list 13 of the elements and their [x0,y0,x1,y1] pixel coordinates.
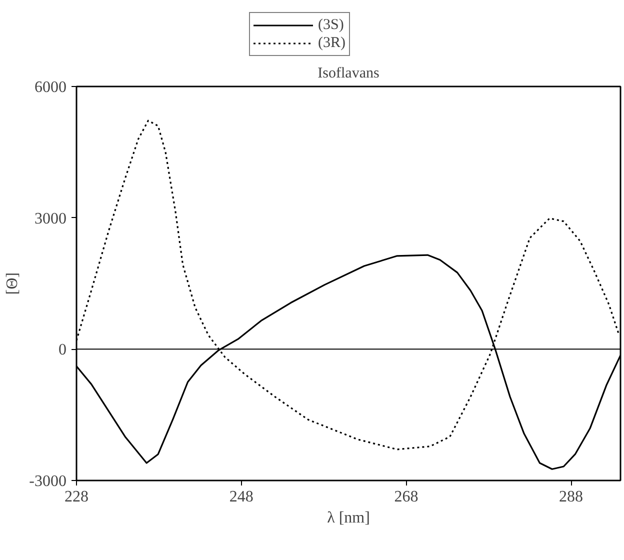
y-tick-label: 0 [58,342,66,359]
x-tick-label: 288 [559,488,584,506]
y-tick-label: 6000 [34,79,66,96]
x-tick-label: 268 [394,488,418,506]
x-axis-title: λ [nm] [327,510,370,526]
chart-title: Isoflavans [318,66,380,82]
x-tick-label: 228 [64,488,88,506]
legend-label: (3S) [318,16,344,34]
legend-label: (3R) [318,34,346,52]
x-tick-label: 248 [229,488,254,506]
y-axis-title: [Θ] [4,272,22,295]
y-tick-label: -3000 [29,473,66,490]
y-tick-label: 3000 [34,210,66,228]
